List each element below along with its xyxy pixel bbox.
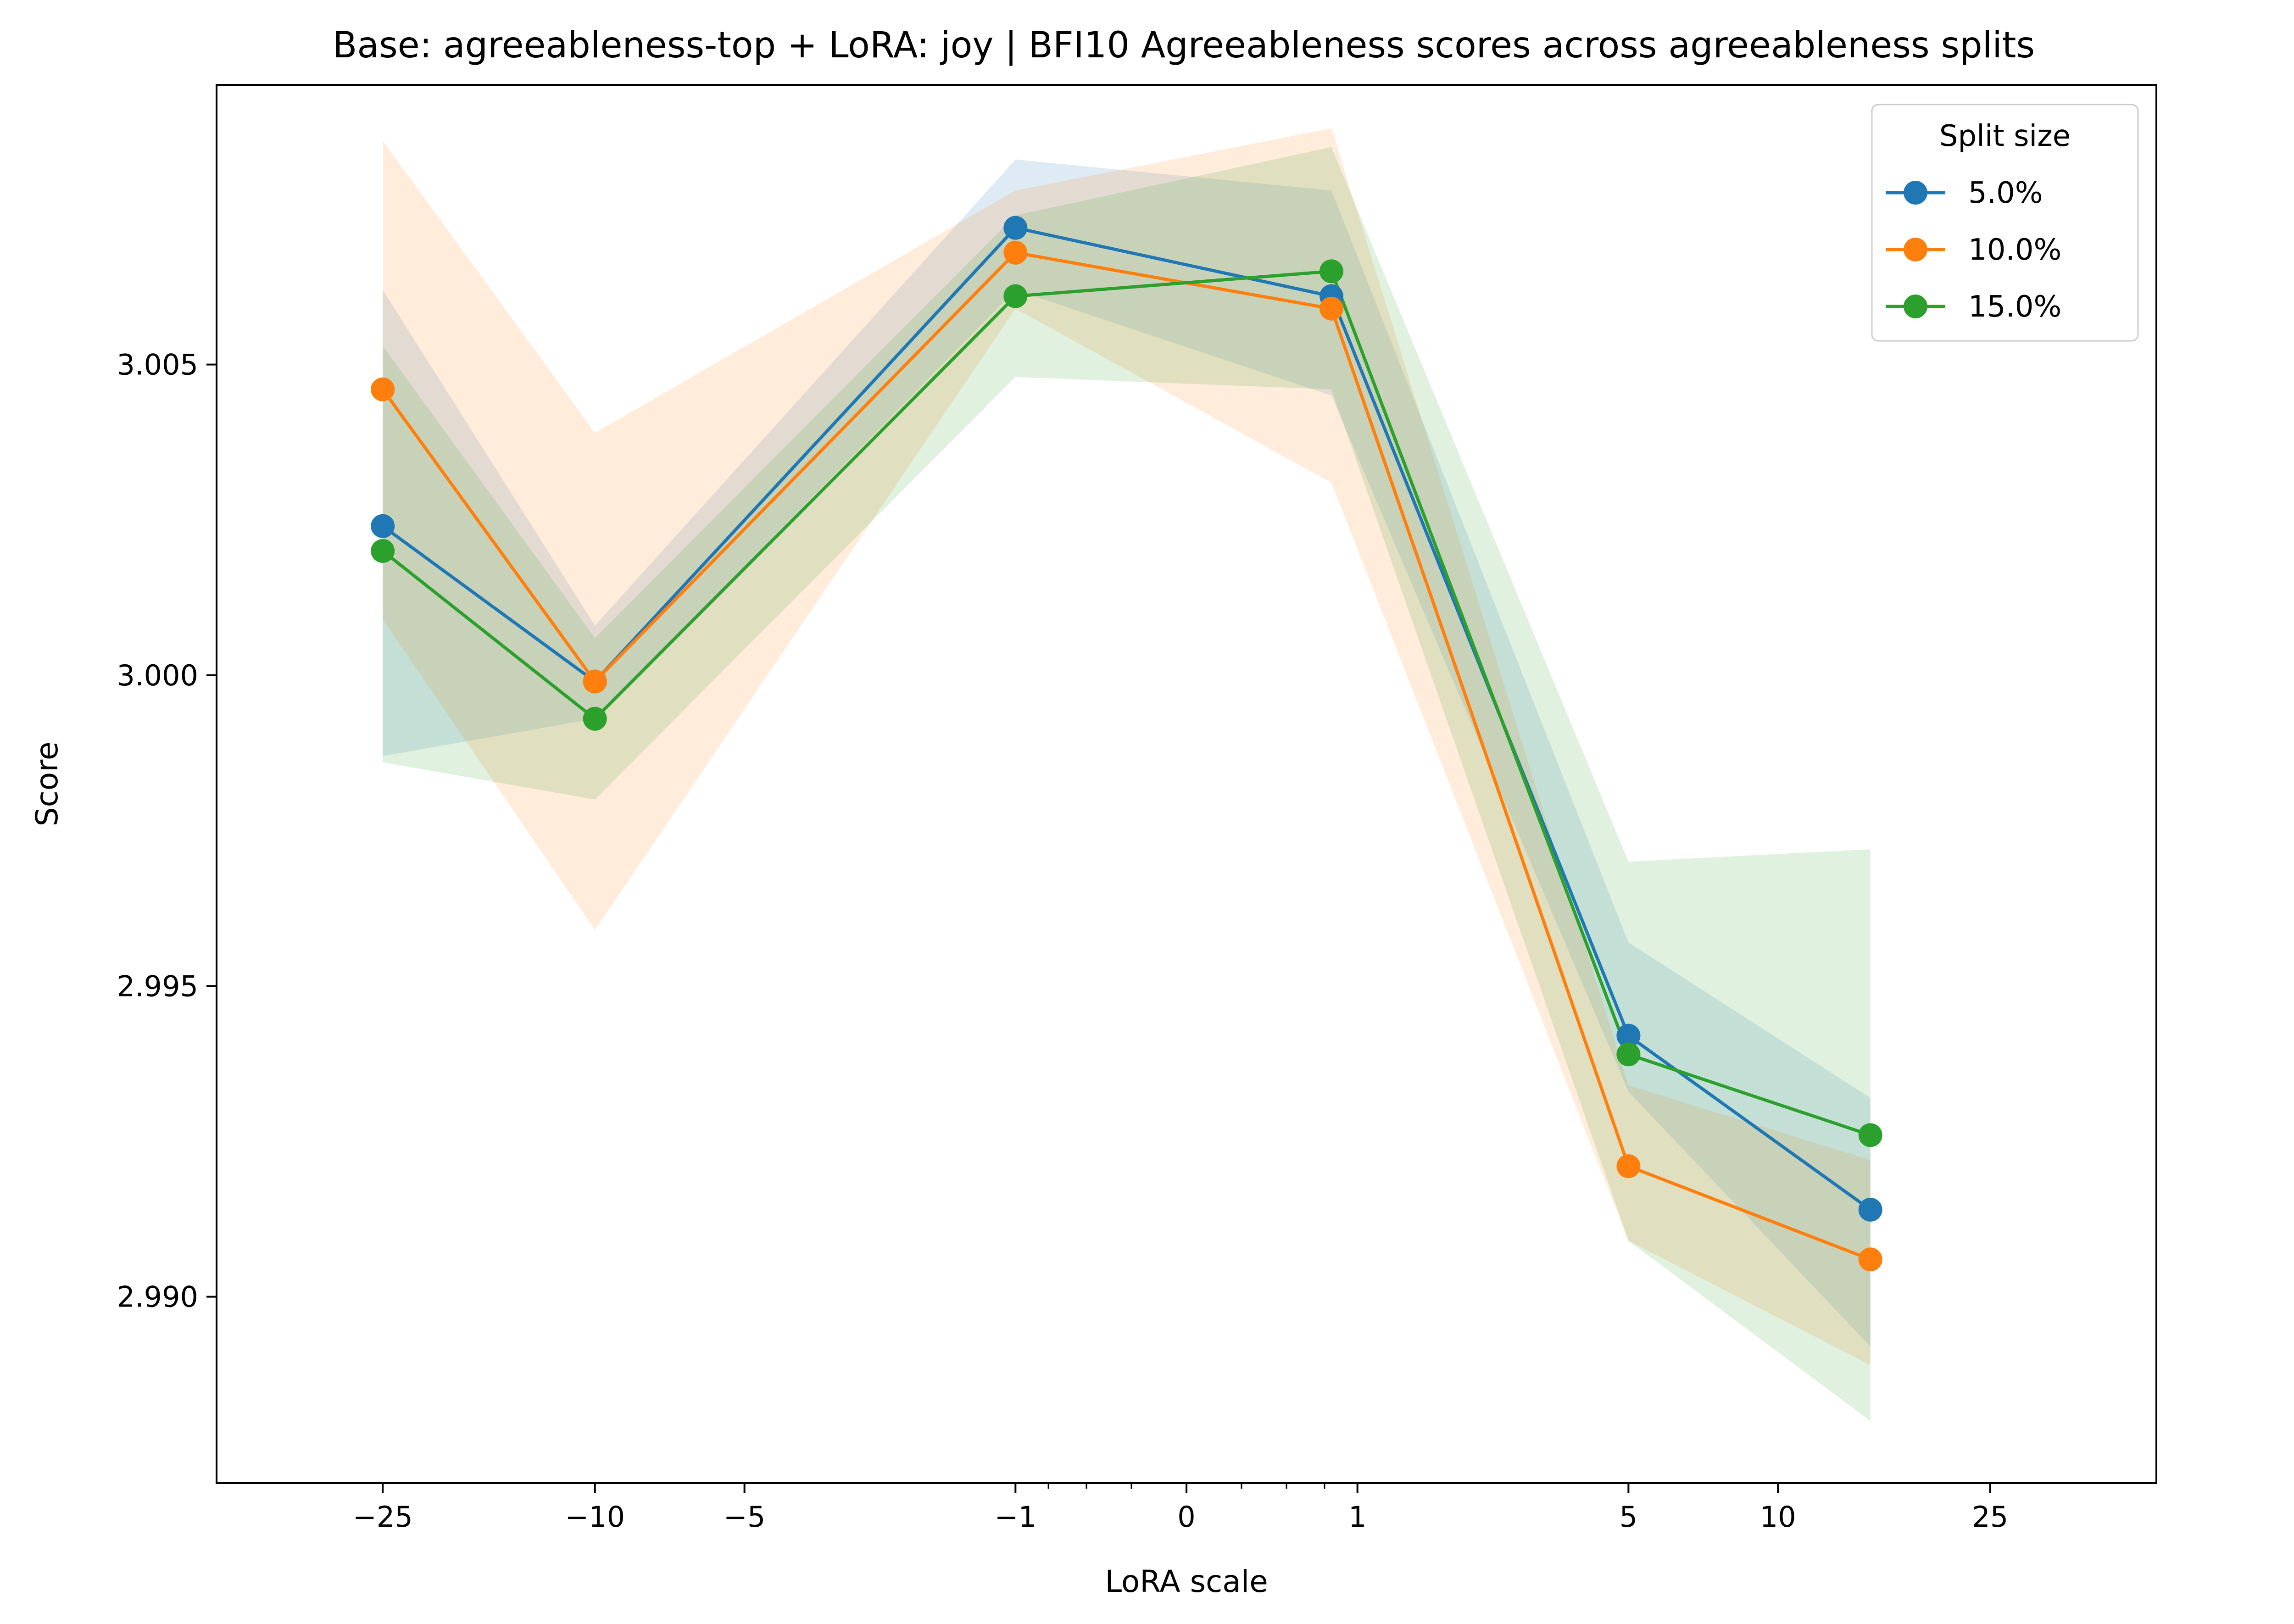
x-tick-label-8: 25	[1972, 1500, 2008, 1534]
point-series-1-1	[583, 669, 607, 694]
point-series-1-3	[1320, 296, 1343, 321]
point-series-0-5	[1858, 1197, 1882, 1222]
x-tick-label-7: 10	[1760, 1500, 1796, 1534]
point-series-2-0	[371, 539, 395, 563]
legend-label-2: 15.0%	[1968, 290, 2061, 324]
point-series-1-5	[1858, 1247, 1882, 1272]
x-tick-label-0: −25	[353, 1500, 413, 1534]
line-series-1	[381, 251, 1872, 1261]
point-series-0-2	[1003, 216, 1028, 240]
confidence-bands	[383, 128, 1871, 1421]
x-tick-label-6: 5	[1620, 1500, 1637, 1534]
legend-marker-1	[1904, 238, 1927, 261]
x-axis-ticks: −25 −10 −5 −1 0 1 5 10 25	[353, 1483, 2008, 1534]
legend-marker-2	[1904, 295, 1927, 318]
point-series-2-2	[1003, 284, 1028, 308]
legend-frame	[1871, 104, 2139, 342]
y-tick-label-1: 2.995	[117, 969, 199, 1003]
x-tick-label-1: −10	[565, 1500, 625, 1534]
series-lines	[381, 226, 1872, 1261]
point-series-1-0	[371, 377, 395, 401]
point-series-0-0	[371, 514, 395, 538]
chart-title: Base: agreeableness-top + LoRA: joy | BF…	[333, 25, 2035, 66]
x-tick-label-4: 0	[1177, 1500, 1195, 1534]
point-series-2-5	[1858, 1123, 1882, 1147]
x-tick-label-5: 1	[1348, 1500, 1366, 1534]
point-series-2-4	[1616, 1042, 1641, 1067]
series-points	[371, 216, 1882, 1272]
band-series-1	[383, 128, 1871, 1365]
legend-label-1: 10.0%	[1968, 233, 2061, 267]
legend: Split size 5.0% 10.0% 15.0%	[1871, 104, 2139, 342]
x-tick-label-3: −1	[995, 1500, 1036, 1534]
y-tick-label-2: 3.000	[117, 659, 199, 692]
band-series-0	[383, 159, 1871, 1346]
legend-title: Split size	[1939, 119, 2071, 153]
y-axis-label: Score	[29, 742, 65, 827]
point-series-2-3	[1320, 259, 1343, 284]
x-tick-label-2: −5	[724, 1500, 765, 1534]
band-series-2	[383, 147, 1871, 1421]
legend-label-0: 5.0%	[1968, 176, 2043, 210]
legend-marker-0	[1904, 181, 1927, 205]
point-series-2-1	[583, 706, 607, 731]
y-tick-label-3: 3.005	[117, 348, 199, 382]
point-series-0-4	[1616, 1023, 1641, 1048]
x-axis-label: LoRA scale	[1105, 1564, 1268, 1599]
point-series-1-4	[1616, 1154, 1641, 1179]
point-series-1-2	[1003, 240, 1028, 265]
line-series-2	[381, 269, 1872, 1137]
y-axis-ticks: 2.990 2.995 3.000 3.005	[117, 348, 217, 1314]
y-tick-label-0: 2.990	[117, 1280, 199, 1314]
line-series-0	[381, 226, 1872, 1212]
